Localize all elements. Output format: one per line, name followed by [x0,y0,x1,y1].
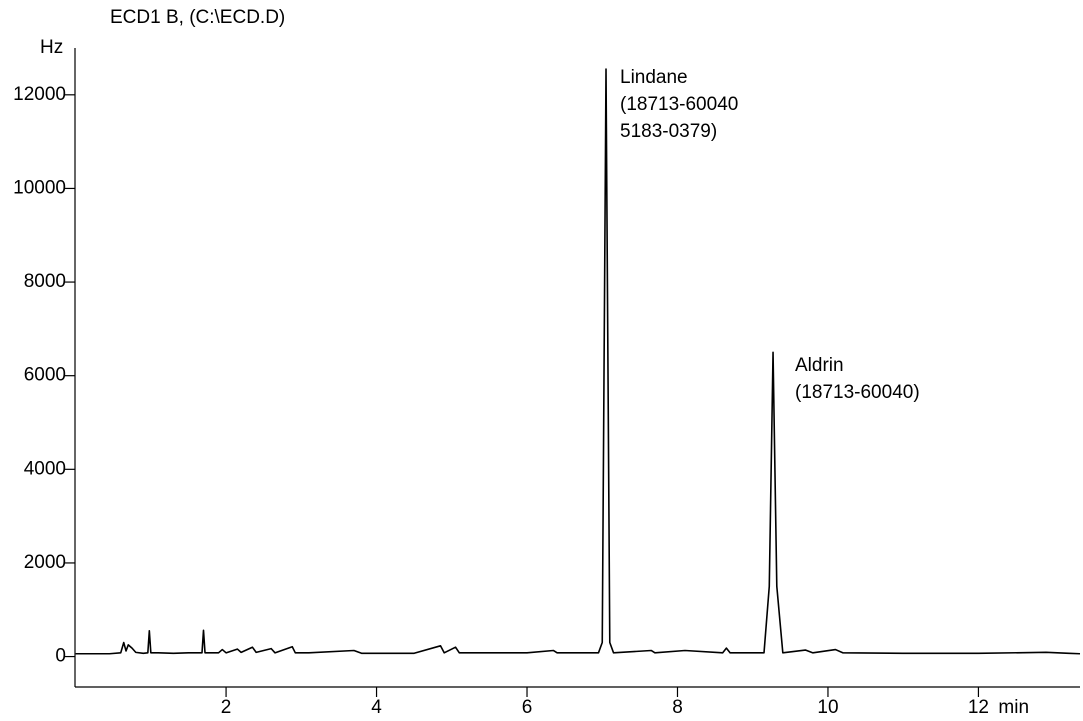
y-tick-label: 10000 [13,177,66,198]
x-tick-label: 8 [672,697,683,718]
chart-title: ECD1 B, (C:\ECD.D) [110,7,285,28]
y-tick-label: 0 [55,646,66,667]
peak-annotation: (18713-60040 [620,94,738,115]
peak-annotation: Lindane [620,67,688,88]
y-axis-label: Hz [40,37,63,58]
peak-annotation: 5183-0379) [620,121,717,142]
x-tick-label: 12 [968,697,989,718]
peak-annotation: (18713-60040) [795,382,920,403]
y-tick-label: 12000 [13,84,66,105]
trace [75,68,1081,655]
x-tick-label: 2 [221,697,232,718]
x-tick-label: 6 [522,697,533,718]
y-tick-label: 6000 [24,365,66,386]
peak-annotation: Aldrin [795,355,844,376]
y-tick-label: 4000 [24,458,66,479]
x-tick-label: 4 [371,697,382,718]
y-tick-label: 8000 [24,271,66,292]
x-tick-label: 10 [817,697,838,718]
y-tick-label: 2000 [24,552,66,573]
x-axis-label: min [998,697,1029,718]
